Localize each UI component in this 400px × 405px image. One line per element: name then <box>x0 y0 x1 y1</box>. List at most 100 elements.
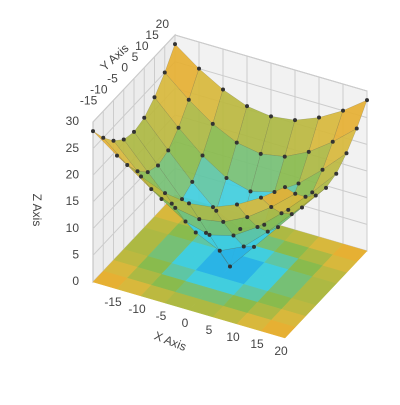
data-point <box>228 264 232 269</box>
x-axis-title: X Axis <box>152 328 188 353</box>
data-point <box>283 185 287 190</box>
z-tick-label: 0 <box>72 274 79 288</box>
data-point <box>180 197 184 202</box>
data-point <box>255 225 260 230</box>
data-point <box>91 129 95 134</box>
z-tick-label: 10 <box>66 221 80 235</box>
y-tick-label: 10 <box>135 39 149 53</box>
data-point <box>324 185 328 190</box>
data-point <box>183 219 188 224</box>
x-tick-label: -10 <box>128 302 146 316</box>
data-point <box>330 139 335 144</box>
data-point <box>152 95 157 100</box>
data-point <box>145 170 150 175</box>
data-point <box>125 163 130 168</box>
data-point <box>365 98 369 103</box>
data-point <box>300 205 304 210</box>
data-point <box>235 202 239 207</box>
data-point <box>241 244 246 249</box>
data-point <box>262 222 267 227</box>
data-point <box>259 195 263 200</box>
data-point <box>276 225 280 230</box>
data-point <box>173 205 178 210</box>
data-point <box>210 121 215 126</box>
data-point <box>272 190 277 195</box>
data-point <box>169 201 174 206</box>
data-point <box>258 151 263 156</box>
surface <box>91 42 369 269</box>
data-point <box>245 104 249 109</box>
data-point <box>186 97 191 102</box>
data-point <box>162 70 167 75</box>
data-point <box>173 42 177 47</box>
x-tick-label: 5 <box>206 323 213 337</box>
data-point <box>341 108 345 113</box>
data-point <box>204 230 208 235</box>
data-point <box>221 219 226 224</box>
data-point <box>111 138 116 143</box>
x-tick-label: -15 <box>104 295 122 309</box>
data-point <box>193 230 198 235</box>
data-point <box>344 151 349 156</box>
data-point <box>293 118 297 123</box>
y-tick-label: -10 <box>90 82 108 96</box>
data-point <box>121 137 126 142</box>
data-point <box>265 229 270 234</box>
y-tick-label: 15 <box>145 28 159 42</box>
data-point <box>252 244 256 249</box>
y-tick-label: -15 <box>80 93 98 107</box>
data-point <box>248 189 253 194</box>
data-point <box>207 232 212 237</box>
data-point <box>132 129 136 134</box>
data-point <box>200 153 205 158</box>
data-point <box>303 194 308 199</box>
data-point <box>286 207 291 212</box>
data-point <box>221 87 225 92</box>
z-tick-label: 20 <box>66 168 80 182</box>
x-tick-label: 20 <box>274 344 288 358</box>
data-point <box>197 66 201 71</box>
data-point <box>269 114 273 119</box>
z-axis-title: Z Axis <box>30 194 44 227</box>
data-point <box>187 201 191 206</box>
data-point <box>296 181 301 186</box>
data-point <box>163 191 167 196</box>
data-point <box>313 193 318 198</box>
data-point <box>211 205 215 210</box>
data-point <box>289 212 294 217</box>
data-point <box>135 169 140 174</box>
data-point <box>231 233 236 238</box>
data-point <box>139 174 143 179</box>
data-point <box>293 191 298 196</box>
x-tick-label: 10 <box>226 330 240 344</box>
x-tick-label: 15 <box>250 337 264 351</box>
data-point <box>320 167 325 172</box>
y-tick-label: 0 <box>121 61 128 75</box>
data-point <box>238 226 243 231</box>
data-point <box>217 248 222 253</box>
y-tick-label: -5 <box>107 72 118 86</box>
data-point <box>190 179 195 184</box>
y-tick-label: 20 <box>156 17 170 31</box>
data-point <box>149 187 154 192</box>
data-point <box>282 154 287 159</box>
data-point <box>269 205 274 210</box>
data-point <box>142 115 147 120</box>
data-point <box>166 148 171 153</box>
data-point <box>176 125 181 130</box>
z-tick-label: 15 <box>66 194 80 208</box>
data-point <box>156 163 160 168</box>
data-point <box>159 197 164 202</box>
z-tick-label: 25 <box>66 141 80 155</box>
data-point <box>306 149 311 154</box>
floor-projection <box>260 319 296 339</box>
data-point <box>101 135 106 140</box>
x-tick-label: 0 <box>182 316 189 330</box>
data-point <box>197 217 202 222</box>
data-point <box>279 211 284 216</box>
data-point <box>317 115 321 120</box>
x-tick-label: -5 <box>156 309 167 323</box>
data-point <box>334 171 339 176</box>
